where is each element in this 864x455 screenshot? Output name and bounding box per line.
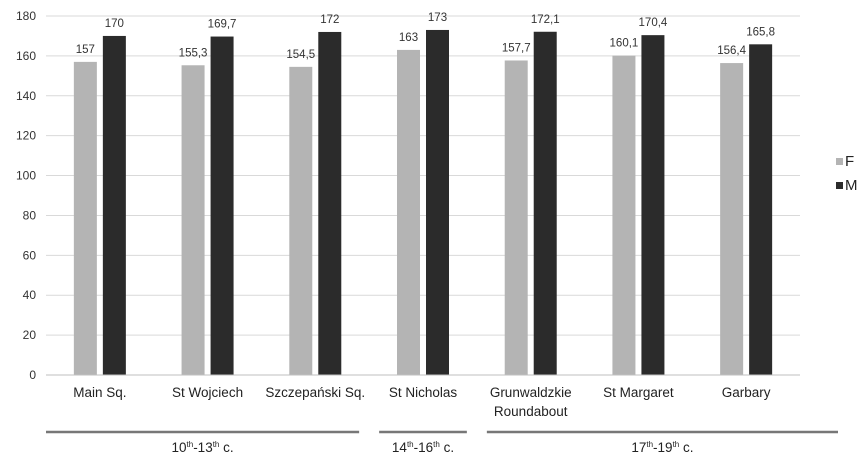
- data-label: 156,4: [717, 45, 746, 57]
- data-label: 163: [399, 32, 418, 44]
- data-label: 157: [76, 44, 95, 56]
- category-label: Szczepański Sq.: [265, 385, 365, 400]
- bar-f: [289, 66, 313, 375]
- y-tick-label: 100: [16, 169, 36, 183]
- y-tick-label: 140: [16, 89, 36, 103]
- y-tick-label: 0: [29, 368, 36, 382]
- bar-m: [533, 31, 557, 376]
- bar-f: [612, 55, 636, 375]
- bar-m: [210, 36, 234, 375]
- data-label: 165,8: [746, 26, 775, 38]
- y-tick-label: 20: [23, 328, 37, 342]
- bar-f: [181, 65, 205, 375]
- bar-m: [749, 44, 773, 376]
- gridlines: [46, 15, 800, 336]
- legend-label-f: F: [845, 153, 854, 170]
- bar-m: [426, 29, 449, 375]
- bar-m: [318, 31, 342, 375]
- y-tick-label: 160: [16, 49, 36, 63]
- category-labels: Main Sq. St Wojciech Szczepański Sq. St Nic…: [73, 385, 771, 419]
- data-label: 160,1: [610, 38, 639, 50]
- data-label: 157,7: [502, 42, 531, 54]
- period-label: 10th-13th c.: [171, 440, 233, 455]
- bar-f: [504, 60, 528, 376]
- y-axis-tick-labels: 0 20 40 60 80 100 120 140 160 180: [16, 9, 36, 382]
- legend-label-m: M: [845, 177, 858, 194]
- data-label: 172,1: [531, 14, 560, 26]
- legend: FM: [836, 153, 858, 194]
- category-label: St Wojciech: [172, 385, 243, 400]
- data-label: 155,3: [179, 47, 208, 59]
- period-groups: 10th-13th c. 14th-16th c. 17th-19th c.: [46, 430, 838, 455]
- data-label: 170: [105, 18, 124, 30]
- data-label: 169,7: [208, 19, 237, 31]
- y-tick-label: 80: [23, 208, 37, 222]
- category-label: St Margaret: [603, 385, 674, 400]
- bar-f: [73, 61, 97, 375]
- period-label: 17th-19th c.: [631, 440, 693, 455]
- category-label: Garbary: [722, 385, 771, 400]
- bar-m: [641, 35, 665, 375]
- data-labels: 157 155,3 154,5 163 157,7 160,1 156,4 170 169,7 1…: [76, 12, 775, 61]
- bar-m: [102, 35, 126, 375]
- category-label: Grunwaldzkie Roundabout: [490, 385, 572, 419]
- y-tick-label: 180: [16, 9, 36, 23]
- data-label: 154,5: [286, 49, 315, 61]
- data-label: 172: [320, 14, 339, 26]
- legend-swatch-f: [836, 158, 843, 165]
- category-label: St Nicholas: [389, 385, 458, 400]
- y-tick-label: 40: [23, 288, 37, 302]
- y-tick-label: 120: [16, 129, 36, 143]
- y-tick-label: 60: [23, 248, 37, 262]
- data-label: 173: [428, 12, 447, 24]
- bar-f: [397, 49, 420, 376]
- data-label: 170,4: [639, 17, 668, 29]
- period-label: 14th-16th c.: [392, 440, 454, 455]
- category-label: Main Sq.: [73, 385, 126, 400]
- bars: [73, 29, 773, 376]
- legend-swatch-m: [836, 182, 843, 189]
- bar-f: [720, 63, 744, 376]
